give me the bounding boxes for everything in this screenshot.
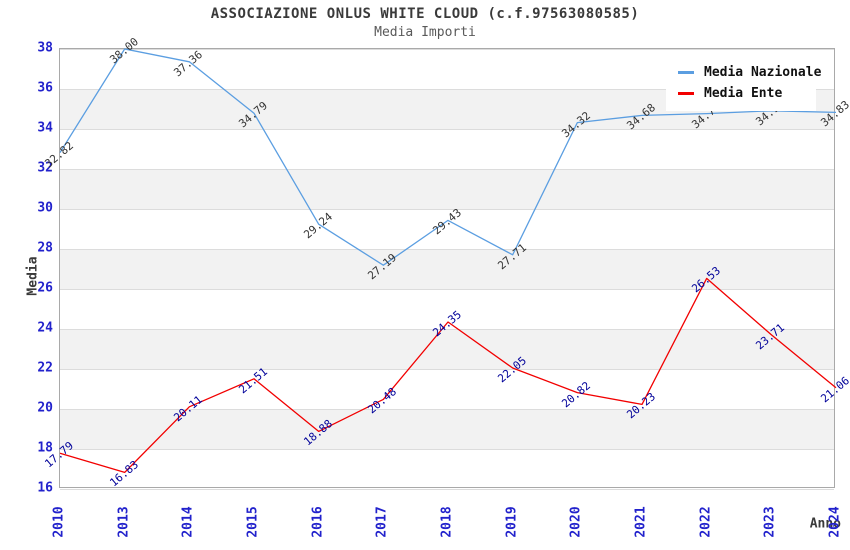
x-tick-label: 2024 bbox=[827, 506, 843, 538]
legend-row: Media Ente bbox=[678, 83, 816, 104]
y-tick-label: 32 bbox=[37, 160, 53, 176]
x-tick-label: 2018 bbox=[439, 506, 455, 538]
y-tick-label: 30 bbox=[37, 200, 53, 216]
x-tick-label: 2023 bbox=[762, 506, 778, 538]
x-tick-label: 2021 bbox=[633, 506, 649, 538]
series-line-media-ente bbox=[59, 277, 837, 474]
gridline bbox=[60, 368, 834, 370]
legend-line-swatch-icon bbox=[678, 71, 694, 74]
y-tick-label: 24 bbox=[37, 320, 53, 336]
gridline bbox=[60, 288, 834, 290]
chart-subtitle: Media Importi bbox=[374, 25, 476, 40]
x-tick-label: 2014 bbox=[180, 506, 196, 538]
x-axis-title: Anno bbox=[809, 516, 841, 532]
gridline bbox=[60, 48, 834, 50]
gridline bbox=[60, 88, 834, 90]
series-lines bbox=[59, 48, 837, 474]
gridline bbox=[60, 128, 834, 130]
plot-shade-band bbox=[60, 329, 834, 369]
gridline bbox=[60, 248, 834, 250]
x-tick-label: 2020 bbox=[568, 506, 584, 538]
x-tick-label: 2019 bbox=[504, 506, 520, 538]
legend-label: Media Nazionale bbox=[704, 65, 822, 80]
gridline bbox=[60, 408, 834, 410]
x-tick-label: 2013 bbox=[116, 506, 132, 538]
y-tick-label: 20 bbox=[37, 400, 53, 416]
gridline bbox=[60, 328, 834, 330]
x-tick-label: 2015 bbox=[245, 506, 261, 538]
y-tick-label: 34 bbox=[37, 120, 53, 136]
series-line-media-nazionale bbox=[59, 48, 837, 266]
x-tick-label: 2017 bbox=[374, 506, 390, 538]
x-tick-label: 2022 bbox=[698, 506, 714, 538]
gridline bbox=[60, 488, 834, 490]
y-tick-label: 18 bbox=[37, 440, 53, 456]
chart-title: ASSOCIAZIONE ONLUS WHITE CLOUD (c.f.9756… bbox=[210, 6, 640, 22]
legend: Media Nazionale Media Ente bbox=[666, 55, 821, 111]
plot-shade-band bbox=[60, 169, 834, 209]
x-tick-label: 2016 bbox=[310, 506, 326, 538]
legend-line-swatch-icon bbox=[678, 92, 694, 95]
legend-label: Media Ente bbox=[704, 86, 783, 101]
y-tick-label: 28 bbox=[37, 240, 53, 256]
x-tick-label: 2010 bbox=[51, 506, 67, 538]
y-tick-label: 38 bbox=[37, 40, 53, 56]
y-tick-label: 26 bbox=[37, 280, 53, 296]
y-tick-label: 36 bbox=[37, 80, 53, 96]
y-tick-label: 22 bbox=[37, 360, 53, 376]
plot-area bbox=[59, 48, 837, 490]
legend-row: Media Nazionale bbox=[678, 62, 821, 83]
y-tick-label: 16 bbox=[37, 480, 53, 496]
plot-shade-band bbox=[60, 409, 834, 449]
gridline bbox=[60, 208, 834, 210]
gridline bbox=[60, 448, 834, 450]
gridline bbox=[60, 168, 834, 170]
